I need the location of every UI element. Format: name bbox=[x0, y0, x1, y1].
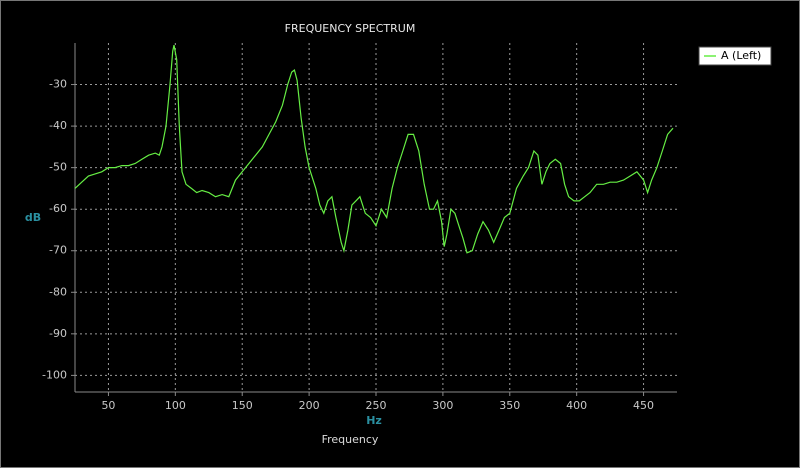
legend-box bbox=[698, 46, 772, 66]
x-tick-label: 300 bbox=[432, 399, 453, 412]
y-tick-label: -70 bbox=[49, 244, 67, 257]
x-tick-label: 450 bbox=[633, 399, 654, 412]
x-axis-unit: Hz bbox=[366, 414, 382, 427]
y-tick-label: -30 bbox=[49, 78, 67, 91]
y-tick-label: -50 bbox=[49, 161, 67, 174]
x-tick-label: 400 bbox=[566, 399, 587, 412]
x-axis-label: Frequency bbox=[322, 433, 379, 446]
series-line bbox=[74, 44, 674, 254]
legend-label: A (Left) bbox=[721, 49, 761, 62]
chart-title: FREQUENCY SPECTRUM bbox=[285, 22, 416, 35]
x-tick-label: 150 bbox=[232, 399, 253, 412]
y-tick-label: -40 bbox=[49, 119, 67, 132]
x-tick-label: 350 bbox=[499, 399, 520, 412]
y-tick-label: -80 bbox=[49, 285, 67, 298]
y-tick-label: -90 bbox=[49, 327, 67, 340]
y-tick-label: -100 bbox=[42, 368, 67, 381]
y-axis-label: dB bbox=[25, 211, 41, 224]
x-tick-label: 100 bbox=[165, 399, 186, 412]
y-tick-label: -60 bbox=[49, 202, 67, 215]
x-tick-label: 250 bbox=[366, 399, 387, 412]
x-tick-label: 50 bbox=[101, 399, 115, 412]
x-tick-label: 200 bbox=[299, 399, 320, 412]
